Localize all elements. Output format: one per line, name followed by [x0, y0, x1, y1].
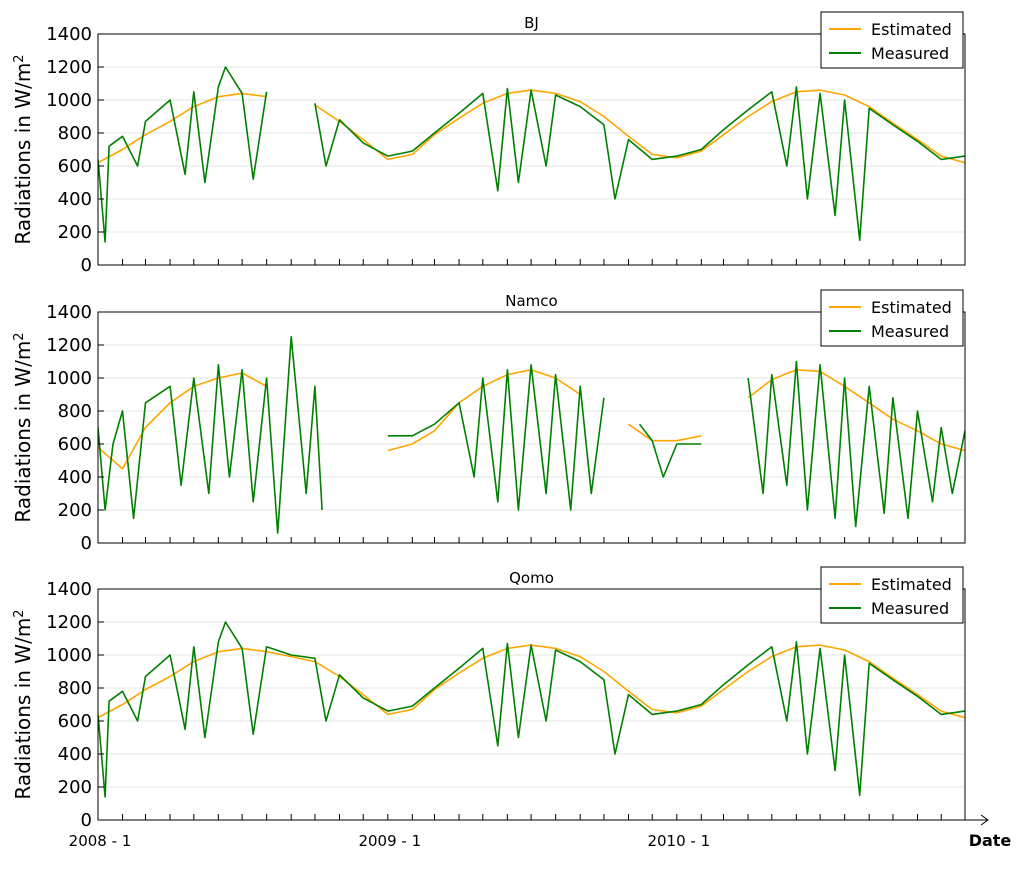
y-axis-label: Radiations in W/m2	[11, 332, 35, 522]
y-tick-label: 1200	[46, 57, 92, 78]
series-line-estimated	[98, 644, 965, 719]
series-line-measured	[98, 621, 965, 798]
series-line-measured	[98, 66, 965, 243]
legend: Estimated Measured	[820, 289, 964, 347]
y-tick-label: 1000	[46, 368, 92, 389]
legend-box	[820, 11, 964, 69]
y-tick-label: 0	[81, 533, 92, 554]
legend-label-estimated: Estimated	[871, 298, 952, 317]
y-tick-label: 600	[58, 711, 92, 732]
y-tick-label: 200	[58, 222, 92, 243]
y-tick-label: 600	[58, 434, 92, 455]
y-tick-label: 200	[58, 500, 92, 521]
y-tick-label: 400	[58, 467, 92, 488]
y-tick-label: 1400	[46, 24, 92, 45]
series-line-estimated	[98, 369, 965, 470]
plot-frame	[97, 311, 966, 544]
y-tick-label: 0	[81, 255, 92, 276]
y-axis-label: Radiations in W/m2	[11, 54, 35, 244]
panel-qomo: 0 200 400 600 800 1000 1200 1400 Qomo Radiations …	[11, 566, 966, 831]
legend-box	[820, 289, 964, 347]
panel-bj: 0 200 400 600 800 1000 1200 1400 BJ Radiations in…	[11, 11, 966, 276]
y-tick-label: 1200	[46, 612, 92, 633]
legend: Estimated Measured	[820, 11, 964, 69]
panel-title: Qomo	[509, 569, 554, 587]
y-tick-label: 1200	[46, 335, 92, 356]
y-tick-label: 1000	[46, 90, 92, 111]
panel-title: BJ	[524, 14, 539, 32]
x-tick-label: 2010 - 1	[647, 832, 710, 850]
plot-frame	[97, 588, 966, 821]
y-tick-label: 200	[58, 777, 92, 798]
x-tick-label: 2009 - 1	[358, 832, 421, 850]
panel-title: Namco	[505, 292, 557, 310]
y-tick-label: 800	[58, 401, 92, 422]
legend-label-measured: Measured	[871, 322, 949, 341]
y-tick-label: 1400	[46, 579, 92, 600]
legend: Estimated Measured	[820, 566, 964, 624]
series-line-measured	[98, 336, 965, 534]
series-line-estimated	[98, 89, 965, 164]
x-tick-label: 2008 - 1	[69, 832, 132, 850]
y-tick-label: 800	[58, 678, 92, 699]
y-tick-label: 1400	[46, 302, 92, 323]
y-tick-label: 0	[81, 810, 92, 831]
x-axis-arrow-head	[980, 814, 989, 826]
legend-label-estimated: Estimated	[871, 575, 952, 594]
y-tick-label: 600	[58, 156, 92, 177]
y-tick-label: 1000	[46, 645, 92, 666]
y-tick-label: 400	[58, 189, 92, 210]
y-axis-label: Radiations in W/m2	[11, 609, 35, 799]
y-tick-label: 400	[58, 744, 92, 765]
x-axis-label: Date	[969, 831, 1012, 850]
panel-namco: 0 200 400 600 800 1000 1200 1400 Namco Radiations…	[11, 289, 966, 554]
legend-label-measured: Measured	[871, 44, 949, 63]
legend-label-measured: Measured	[871, 599, 949, 618]
plot-frame	[97, 33, 966, 266]
legend-label-estimated: Estimated	[871, 20, 952, 39]
y-tick-label: 800	[58, 123, 92, 144]
legend-box	[820, 566, 964, 624]
shared-x-axis: Date 2008 - 1 2009 - 1 2010 - 1	[69, 814, 1012, 850]
